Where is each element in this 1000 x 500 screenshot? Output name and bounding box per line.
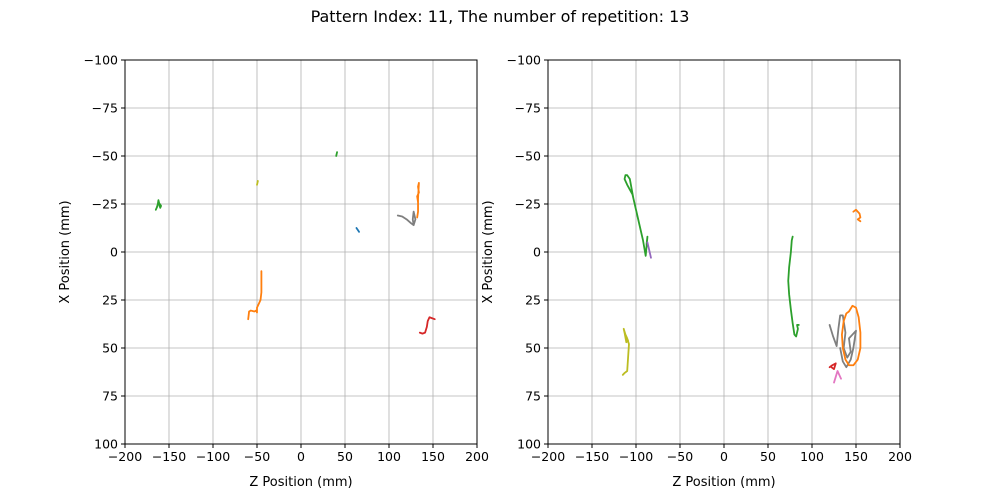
- x-tick-label: −100: [619, 449, 653, 464]
- x-tick-label: −50: [244, 449, 270, 464]
- y-tick-label: −50: [92, 149, 118, 164]
- y-tick-label: −25: [515, 197, 541, 212]
- y-tick-label: 100: [517, 437, 541, 452]
- y-tick-label: 0: [110, 245, 118, 260]
- trajectory-line-3: [787, 235, 800, 338]
- y-axis-label: X Position (mm): [58, 200, 73, 303]
- x-tick-label: −200: [108, 449, 142, 464]
- trajectory-line-2: [646, 241, 652, 259]
- chart-panel-2: −200 −150 −100 −50 0 50 100 150 200 −100 −75 −50 −25…: [481, 53, 912, 491]
- y-tick-label: 75: [102, 389, 118, 404]
- y-axis-label: X Position (mm): [481, 200, 496, 303]
- x-tick-label: 50: [337, 449, 353, 464]
- trajectory-line-6: [828, 314, 857, 369]
- trajectory-line-9: [833, 370, 842, 384]
- trajectory-line-5: [335, 151, 338, 157]
- trajectory-line-4: [154, 199, 162, 211]
- y-tick-label: −100: [84, 53, 118, 68]
- trajectory-line-2: [247, 270, 263, 321]
- y-tick-label: 0: [533, 245, 541, 260]
- x-tick-label: 0: [720, 449, 728, 464]
- x-axis-label: Z Position (mm): [249, 475, 352, 490]
- y-tick-label: −25: [92, 197, 118, 212]
- y-tick-label: 75: [525, 389, 541, 404]
- trajectory-line-5: [852, 208, 862, 223]
- x-tick-label: −150: [575, 449, 609, 464]
- x-tick-label: 0: [297, 449, 305, 464]
- y-tick-label: 100: [94, 437, 118, 452]
- x-tick-label: 100: [377, 449, 401, 464]
- x-tick-label: −100: [196, 449, 230, 464]
- trajectory-line-7: [396, 210, 417, 227]
- trajectory-line-8: [256, 180, 259, 186]
- y-tick-label: 50: [525, 341, 541, 356]
- y-tick-label: 25: [102, 293, 118, 308]
- x-tick-label: 150: [844, 449, 868, 464]
- trajectory-line-8: [828, 362, 837, 371]
- y-tick-label: −50: [515, 149, 541, 164]
- x-tick-label: 50: [760, 449, 776, 464]
- x-axis-label: Z Position (mm): [672, 475, 775, 490]
- trajectory-line-1: [355, 227, 360, 233]
- y-tick-label: −75: [92, 101, 118, 116]
- x-tick-label: 200: [465, 449, 489, 464]
- y-tick-label: 25: [525, 293, 541, 308]
- y-tick-label: −100: [507, 53, 541, 68]
- x-tick-label: 100: [800, 449, 824, 464]
- x-tick-label: −50: [667, 449, 693, 464]
- x-tick-label: 200: [888, 449, 912, 464]
- x-tick-label: −150: [152, 449, 186, 464]
- y-tick-label: 50: [102, 341, 118, 356]
- y-tick-label: −75: [515, 101, 541, 116]
- trajectory-line-4: [621, 327, 630, 376]
- trajectory-line-3: [416, 181, 420, 219]
- chart-panel-1: −200 −150 −100 −50 0 50 100 150 200 −100 −75 −50 −25…: [58, 53, 489, 491]
- trajectory-line-1: [623, 174, 649, 257]
- x-tick-label: 150: [421, 449, 445, 464]
- trajectory-line-7: [841, 304, 862, 367]
- figure-title: Pattern Index: 11, The number of repetit…: [310, 7, 690, 26]
- x-tick-label: −200: [531, 449, 565, 464]
- trajectory-line-6: [418, 316, 436, 335]
